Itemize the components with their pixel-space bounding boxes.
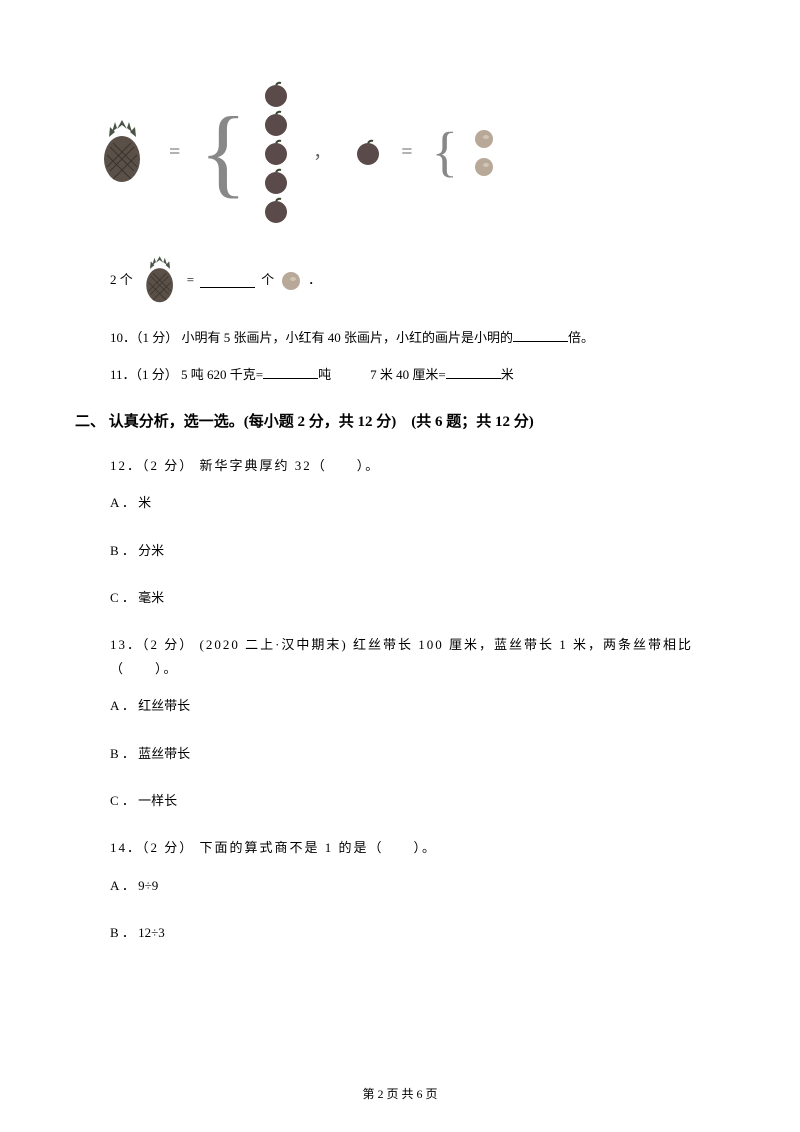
- peach-icon: [280, 269, 302, 291]
- peach-icon: [473, 155, 495, 177]
- q13-stem: 13．（2 分） (2020 二上·汉中期末) 红丝带长 100 厘米，蓝丝带长…: [75, 633, 725, 680]
- q12-stem: 12．（2 分） 新华字典厚约 32（ ）。: [75, 454, 725, 477]
- q14-optA[interactable]: A ． 9÷9: [75, 874, 725, 897]
- q14-stem: 14．（2 分） 下面的算式商不是 1 的是（ ）。: [75, 836, 725, 859]
- blank-input[interactable]: [200, 272, 255, 288]
- q9-line: 2 个 = 个 ．: [75, 254, 725, 306]
- q14-optB[interactable]: B ． 12÷3: [75, 921, 725, 944]
- section2-title: 二、 认真分析，选一选。(每小题 2 分，共 12 分) (共 6 题；共 12…: [75, 409, 725, 436]
- q11-post: 米: [501, 367, 514, 382]
- q9-eq: =: [187, 268, 194, 291]
- left-brace-small: {: [432, 127, 458, 177]
- pineapple-icon: [139, 254, 181, 306]
- q13-optB[interactable]: B ． 蓝丝带长: [75, 742, 725, 765]
- peach-icon: [473, 127, 495, 149]
- grape-stack: [262, 80, 290, 224]
- equation-figure: = { ， = {: [95, 80, 725, 224]
- blank-input[interactable]: [513, 326, 568, 342]
- q10-pre: 10．（1 分） 小明有 5 张画片，小红有 40 张画片，小红的画片是小明的: [110, 330, 513, 345]
- q11-mid: 吨 7 米 40 厘米=: [318, 367, 446, 382]
- q10: 10．（1 分） 小明有 5 张画片，小红有 40 张画片，小红的画片是小明的 倍…: [75, 326, 725, 349]
- q11: 11．（1 分） 5 吨 620 千克= 吨 7 米 40 厘米= 米: [75, 363, 725, 386]
- page-content: = { ， = { 2 个 = 个 ． 10．（1 分）: [75, 80, 725, 944]
- grape-icon: [354, 138, 382, 166]
- q12-optB[interactable]: B ． 分米: [75, 539, 725, 562]
- q9-period: ．: [308, 268, 321, 291]
- page-footer: 第 2 页 共 6 页: [0, 1085, 800, 1102]
- grape-icon: [262, 138, 290, 166]
- q9-unit: 个: [261, 268, 274, 291]
- grape-icon: [262, 109, 290, 137]
- grape-icon: [262, 80, 290, 108]
- q13-optA[interactable]: A ． 红丝带长: [75, 694, 725, 717]
- q10-post: 倍。: [568, 330, 594, 345]
- equals-sign: =: [401, 134, 412, 170]
- q12-optC[interactable]: C ． 毫米: [75, 586, 725, 609]
- blank-input[interactable]: [446, 363, 501, 379]
- q11-pre: 11．（1 分） 5 吨 620 千克=: [110, 367, 263, 382]
- blank-input[interactable]: [263, 363, 318, 379]
- q9-prefix: 2 个: [110, 268, 133, 291]
- q13-optC[interactable]: C ． 一样长: [75, 789, 725, 812]
- pineapple-icon: [95, 117, 150, 187]
- grape-icon: [262, 196, 290, 224]
- peach-stack: [473, 127, 495, 177]
- grape-icon: [262, 167, 290, 195]
- left-brace: {: [199, 107, 247, 197]
- q12-optA[interactable]: A ． 米: [75, 491, 725, 514]
- equals-sign: =: [169, 134, 180, 170]
- comma: ，: [313, 136, 331, 168]
